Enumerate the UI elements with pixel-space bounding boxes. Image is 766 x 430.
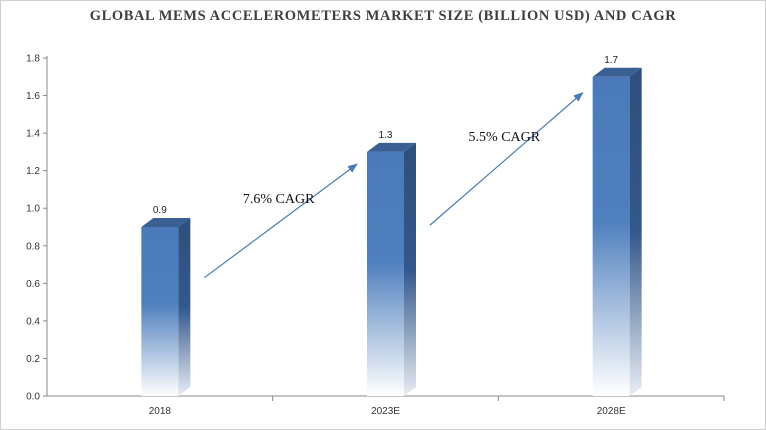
y-tick-label-8: 1.6 [26, 91, 40, 102]
cagr-annotation-1: 5.5% CAGR [429, 92, 584, 226]
bar-2028E: 1.7 [592, 55, 642, 397]
cagr-label-1: 5.5% CAGR [469, 130, 541, 145]
cagr-arrow-1 [429, 92, 584, 226]
bar-side-2028E [629, 67, 642, 397]
y-tick-label-2: 0.4 [26, 316, 40, 327]
bar-2018: 0.9 [141, 205, 191, 396]
y-tick-label-4: 0.8 [26, 241, 40, 252]
bar-front-2018 [141, 227, 179, 396]
y-tick-label-9: 1.8 [26, 54, 40, 65]
x-tick-label-2028E: 2028E [597, 406, 626, 417]
data-label-2018: 0.9 [153, 205, 167, 216]
bar-side-2023E [404, 142, 416, 396]
y-tick-label-0: 0.0 [26, 392, 40, 403]
y-tick-label-1: 0.2 [26, 354, 40, 365]
data-label-2028E: 1.7 [604, 55, 618, 66]
bar-side-2018 [178, 218, 191, 396]
y-tick-label-7: 1.4 [26, 129, 40, 140]
y-tick-label-5: 1.0 [26, 204, 40, 215]
bar-top-2023E [367, 142, 416, 152]
bar-2023E: 1.3 [367, 130, 416, 396]
cagr-label-0: 7.6% CAGR [243, 192, 315, 207]
bar-top-2018 [141, 218, 191, 227]
data-label-2023E: 1.3 [379, 130, 393, 141]
cagr-arrow-0 [203, 163, 358, 279]
cagr-annotation-0: 7.6% CAGR [203, 163, 358, 279]
y-tick-label-6: 1.2 [26, 166, 40, 177]
y-tick-label-3: 0.6 [26, 279, 40, 290]
x-tick-label-2023E: 2023E [371, 406, 400, 417]
bar-front-2028E [592, 76, 630, 397]
bar-front-2023E [367, 151, 404, 396]
chart-title: GLOBAL MEMS ACCELEROMETERS MARKET SIZE (… [89, 8, 677, 24]
x-tick-label-2018: 2018 [149, 406, 172, 417]
bar-top-2028E [592, 67, 642, 77]
